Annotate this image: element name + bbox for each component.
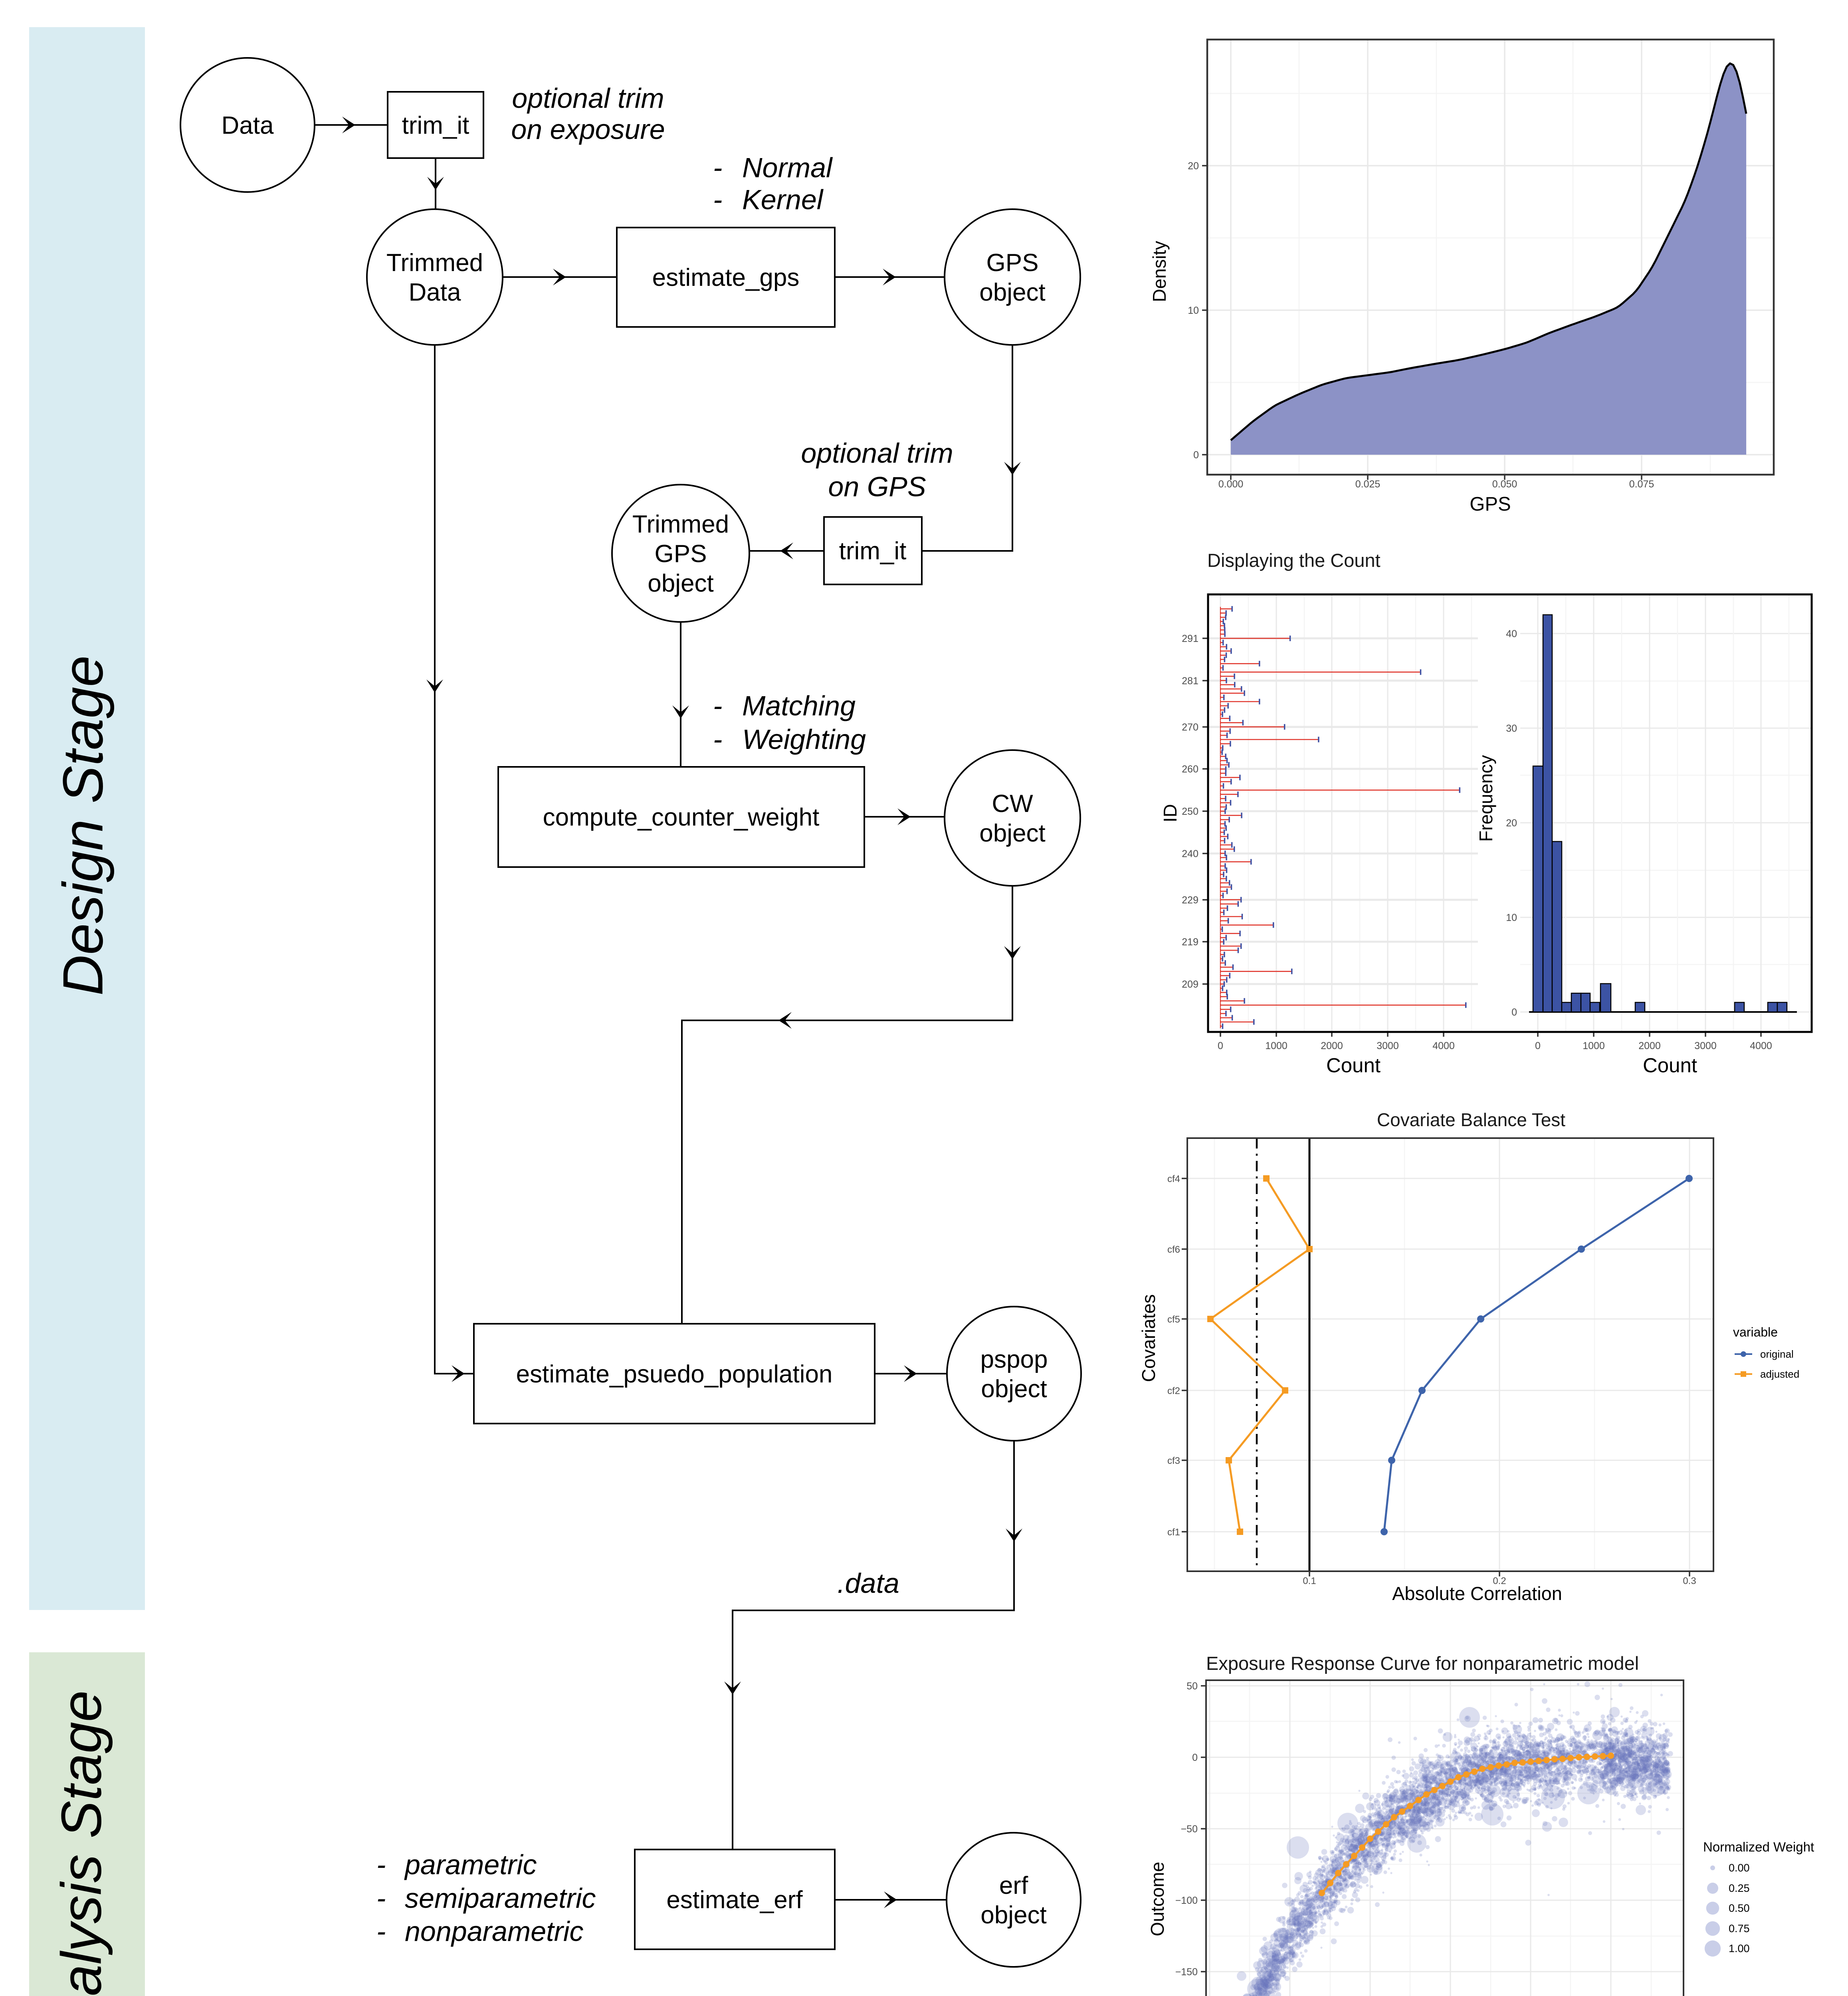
svg-text:0: 0 [1193,449,1199,461]
svg-text:2000: 2000 [1321,1040,1343,1051]
svg-text:estimate_gps: estimate_gps [652,264,800,291]
svg-text:trim_it: trim_it [839,537,907,565]
svg-text:Absolute Correlation: Absolute Correlation [1392,1583,1562,1604]
svg-text:Exposure Response Curve for no: Exposure Response Curve for nonparametri… [1206,1653,1639,1674]
svg-text:281: 281 [1182,675,1198,687]
svg-text:0.025: 0.025 [1355,479,1381,490]
svg-text:cf3: cf3 [1167,1455,1180,1466]
svg-text:1000: 1000 [1583,1040,1605,1051]
svg-text:240: 240 [1182,848,1198,859]
svg-text:Design Stage: Design Stage [51,655,115,996]
svg-text:-: - [376,1883,386,1914]
svg-text:0: 0 [1511,1007,1517,1018]
svg-text:-: - [713,152,722,183]
svg-text:4000: 4000 [1750,1040,1772,1051]
svg-text:Analysis Stage: Analysis Stage [50,1690,113,1996]
svg-text:on exposure: on exposure [511,114,665,145]
svg-text:20: 20 [1188,160,1199,172]
svg-text:0: 0 [1218,1040,1223,1051]
svg-text:30: 30 [1506,723,1517,734]
svg-text:cf6: cf6 [1167,1244,1180,1255]
svg-text:0.3: 0.3 [1683,1576,1696,1586]
svg-text:40: 40 [1506,628,1517,640]
svg-text:Weighting: Weighting [742,724,866,755]
svg-text:229: 229 [1182,895,1198,906]
svg-text:optional trim: optional trim [512,83,664,114]
svg-text:Displaying the Count: Displaying the Count [1207,550,1381,571]
svg-text:Normal: Normal [742,152,833,183]
svg-text:estimate_erf: estimate_erf [666,1886,803,1914]
svg-text:object: object [648,570,713,597]
svg-text:0.050: 0.050 [1492,479,1517,490]
svg-text:Trimmed: Trimmed [632,511,729,538]
svg-text:Kernel: Kernel [742,184,824,215]
svg-text:1000: 1000 [1265,1040,1287,1051]
svg-text:object: object [981,1375,1047,1403]
svg-text:cf4: cf4 [1167,1174,1180,1184]
svg-text:on GPS: on GPS [828,471,926,502]
svg-text:CW: CW [992,790,1033,818]
svg-text:ID: ID [1160,804,1181,822]
svg-text:Count: Count [1326,1054,1381,1077]
svg-text:erf: erf [999,1872,1028,1899]
svg-text:Data: Data [222,112,274,139]
svg-text:nonparametric: nonparametric [405,1916,583,1947]
svg-text:parametric: parametric [404,1849,537,1880]
svg-text:cf5: cf5 [1167,1314,1180,1325]
svg-text:GPS: GPS [1470,493,1511,515]
svg-text:pspop: pspop [980,1346,1048,1373]
svg-text:0.2: 0.2 [1493,1576,1506,1586]
svg-text:0.000: 0.000 [1218,479,1244,490]
svg-text:Density: Density [1149,241,1170,302]
svg-text:-: - [376,1849,386,1880]
svg-text:Frequency: Frequency [1476,755,1496,842]
svg-text:260: 260 [1182,764,1198,775]
svg-text:GPS: GPS [986,249,1039,277]
svg-text:0.075: 0.075 [1629,479,1654,490]
svg-text:Data: Data [409,279,461,306]
svg-text:270: 270 [1182,722,1198,733]
svg-text:0.1: 0.1 [1303,1576,1316,1586]
svg-text:trim_it: trim_it [402,112,469,139]
svg-text:2000: 2000 [1638,1040,1661,1051]
svg-text:optional trim: optional trim [801,438,953,469]
svg-text:cf2: cf2 [1167,1386,1180,1396]
svg-text:object: object [980,1901,1046,1929]
svg-text:Covariate Balance Test: Covariate Balance Test [1377,1109,1565,1130]
svg-text:variable: variable [1733,1325,1778,1339]
svg-text:-: - [376,1916,386,1947]
svg-text:compute_counter_weight: compute_counter_weight [543,804,820,831]
svg-text:10: 10 [1506,912,1517,923]
svg-text:250: 250 [1182,806,1198,817]
svg-text:219: 219 [1182,937,1198,948]
svg-text:GPS: GPS [655,540,707,568]
svg-text:cf1: cf1 [1167,1527,1180,1538]
svg-text:20: 20 [1506,818,1517,829]
svg-text:-: - [713,690,722,721]
svg-text:Matching: Matching [742,690,856,721]
svg-text:object: object [979,820,1045,847]
svg-text:0: 0 [1535,1040,1541,1051]
svg-text:3000: 3000 [1377,1040,1399,1051]
svg-text:estimate_psuedo_population: estimate_psuedo_population [516,1360,833,1388]
svg-text:original: original [1760,1348,1794,1360]
svg-text:-: - [713,724,722,755]
svg-text:3000: 3000 [1694,1040,1717,1051]
svg-text:291: 291 [1182,633,1198,644]
svg-text:209: 209 [1182,979,1198,990]
svg-text:Count: Count [1643,1054,1697,1077]
svg-text:-: - [713,184,722,215]
svg-text:4000: 4000 [1432,1040,1455,1051]
svg-text:10: 10 [1188,305,1199,316]
svg-text:semiparametric: semiparametric [405,1883,596,1914]
svg-text:adjusted: adjusted [1760,1368,1799,1380]
svg-text:Covariates: Covariates [1138,1294,1159,1382]
svg-text:object: object [979,279,1045,306]
svg-text:Trimmed: Trimmed [386,249,483,277]
svg-text:.data: .data [837,1568,899,1599]
